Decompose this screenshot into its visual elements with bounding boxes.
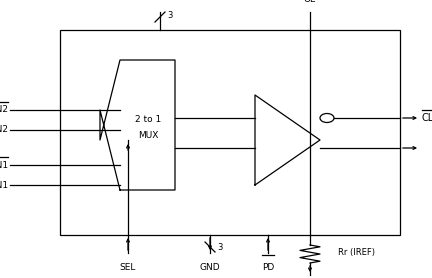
Bar <box>60 30 400 235</box>
Text: GND: GND <box>200 263 220 272</box>
Text: MUX: MUX <box>138 130 158 140</box>
Text: IN1: IN1 <box>0 160 8 170</box>
Text: 3: 3 <box>217 242 222 252</box>
Text: IN2: IN2 <box>0 125 8 135</box>
Text: IN1: IN1 <box>0 180 8 190</box>
Text: Rr (IREF): Rr (IREF) <box>338 249 375 257</box>
Text: SEL: SEL <box>120 263 136 272</box>
Text: CLK: CLK <box>422 113 432 123</box>
Text: VDD: VDD <box>150 0 170 2</box>
Text: 3: 3 <box>167 11 172 21</box>
Text: PD: PD <box>262 263 274 272</box>
Text: 2 to 1: 2 to 1 <box>135 115 161 125</box>
Text: OE: OE <box>304 0 316 4</box>
Text: IN2: IN2 <box>0 105 8 115</box>
